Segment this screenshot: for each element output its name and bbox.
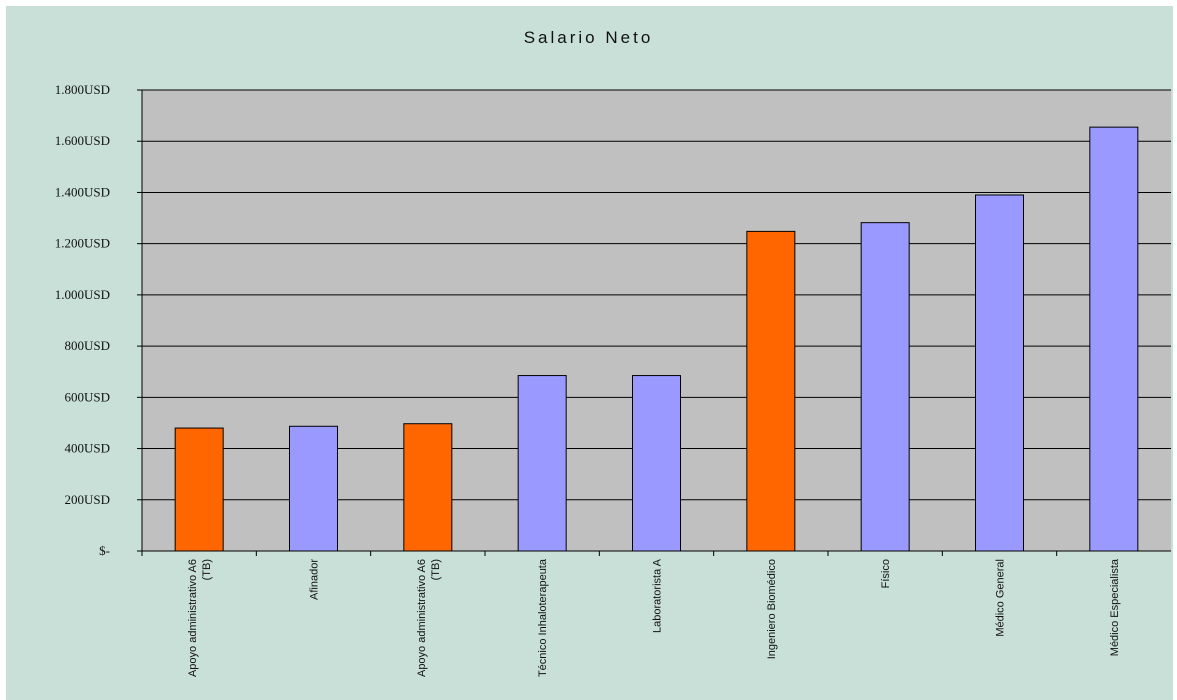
y-tick-label: 800USD: [64, 338, 110, 353]
x-tick-label: Ingeniero Biomédico: [766, 559, 778, 659]
x-tick-label: (TB): [430, 559, 442, 580]
y-tick-label: 1.800USD: [55, 82, 110, 97]
bar: [746, 230, 796, 552]
x-tick-label: Laboratorista A: [652, 558, 664, 633]
x-tick-label: Apoyo administrativo A6: [187, 559, 199, 677]
x-tick-label: Médico General: [995, 559, 1007, 637]
y-tick-label: 200USD: [64, 492, 110, 507]
bar: [289, 425, 338, 552]
chart-title: Salario Neto: [523, 28, 654, 47]
bar: [174, 427, 224, 552]
x-tick-label: Físico: [880, 559, 892, 588]
x-tick-label: (TB): [201, 559, 213, 580]
y-tick-label: $-: [99, 543, 110, 558]
bar: [517, 375, 567, 552]
bar: [1089, 126, 1139, 552]
y-tick-label: 1.600USD: [55, 133, 110, 148]
bar: [860, 222, 910, 552]
bar: [403, 423, 453, 552]
y-tick-label: 600USD: [64, 389, 110, 404]
x-tick-label: Médico Especialista: [1109, 558, 1121, 656]
x-tick-label: Apoyo administrativo A6: [416, 559, 428, 677]
x-tick-label: Afinador: [309, 559, 321, 600]
bar: [975, 194, 1024, 552]
y-tick-label: 400USD: [64, 441, 110, 456]
bar: [632, 375, 681, 552]
y-tick-label: 1.000USD: [55, 287, 110, 302]
x-tick-label: Técnico Inhaloterapeuta: [537, 558, 549, 677]
y-tick-label: 1.200USD: [55, 236, 110, 251]
y-tick-label: 1.400USD: [55, 184, 110, 199]
